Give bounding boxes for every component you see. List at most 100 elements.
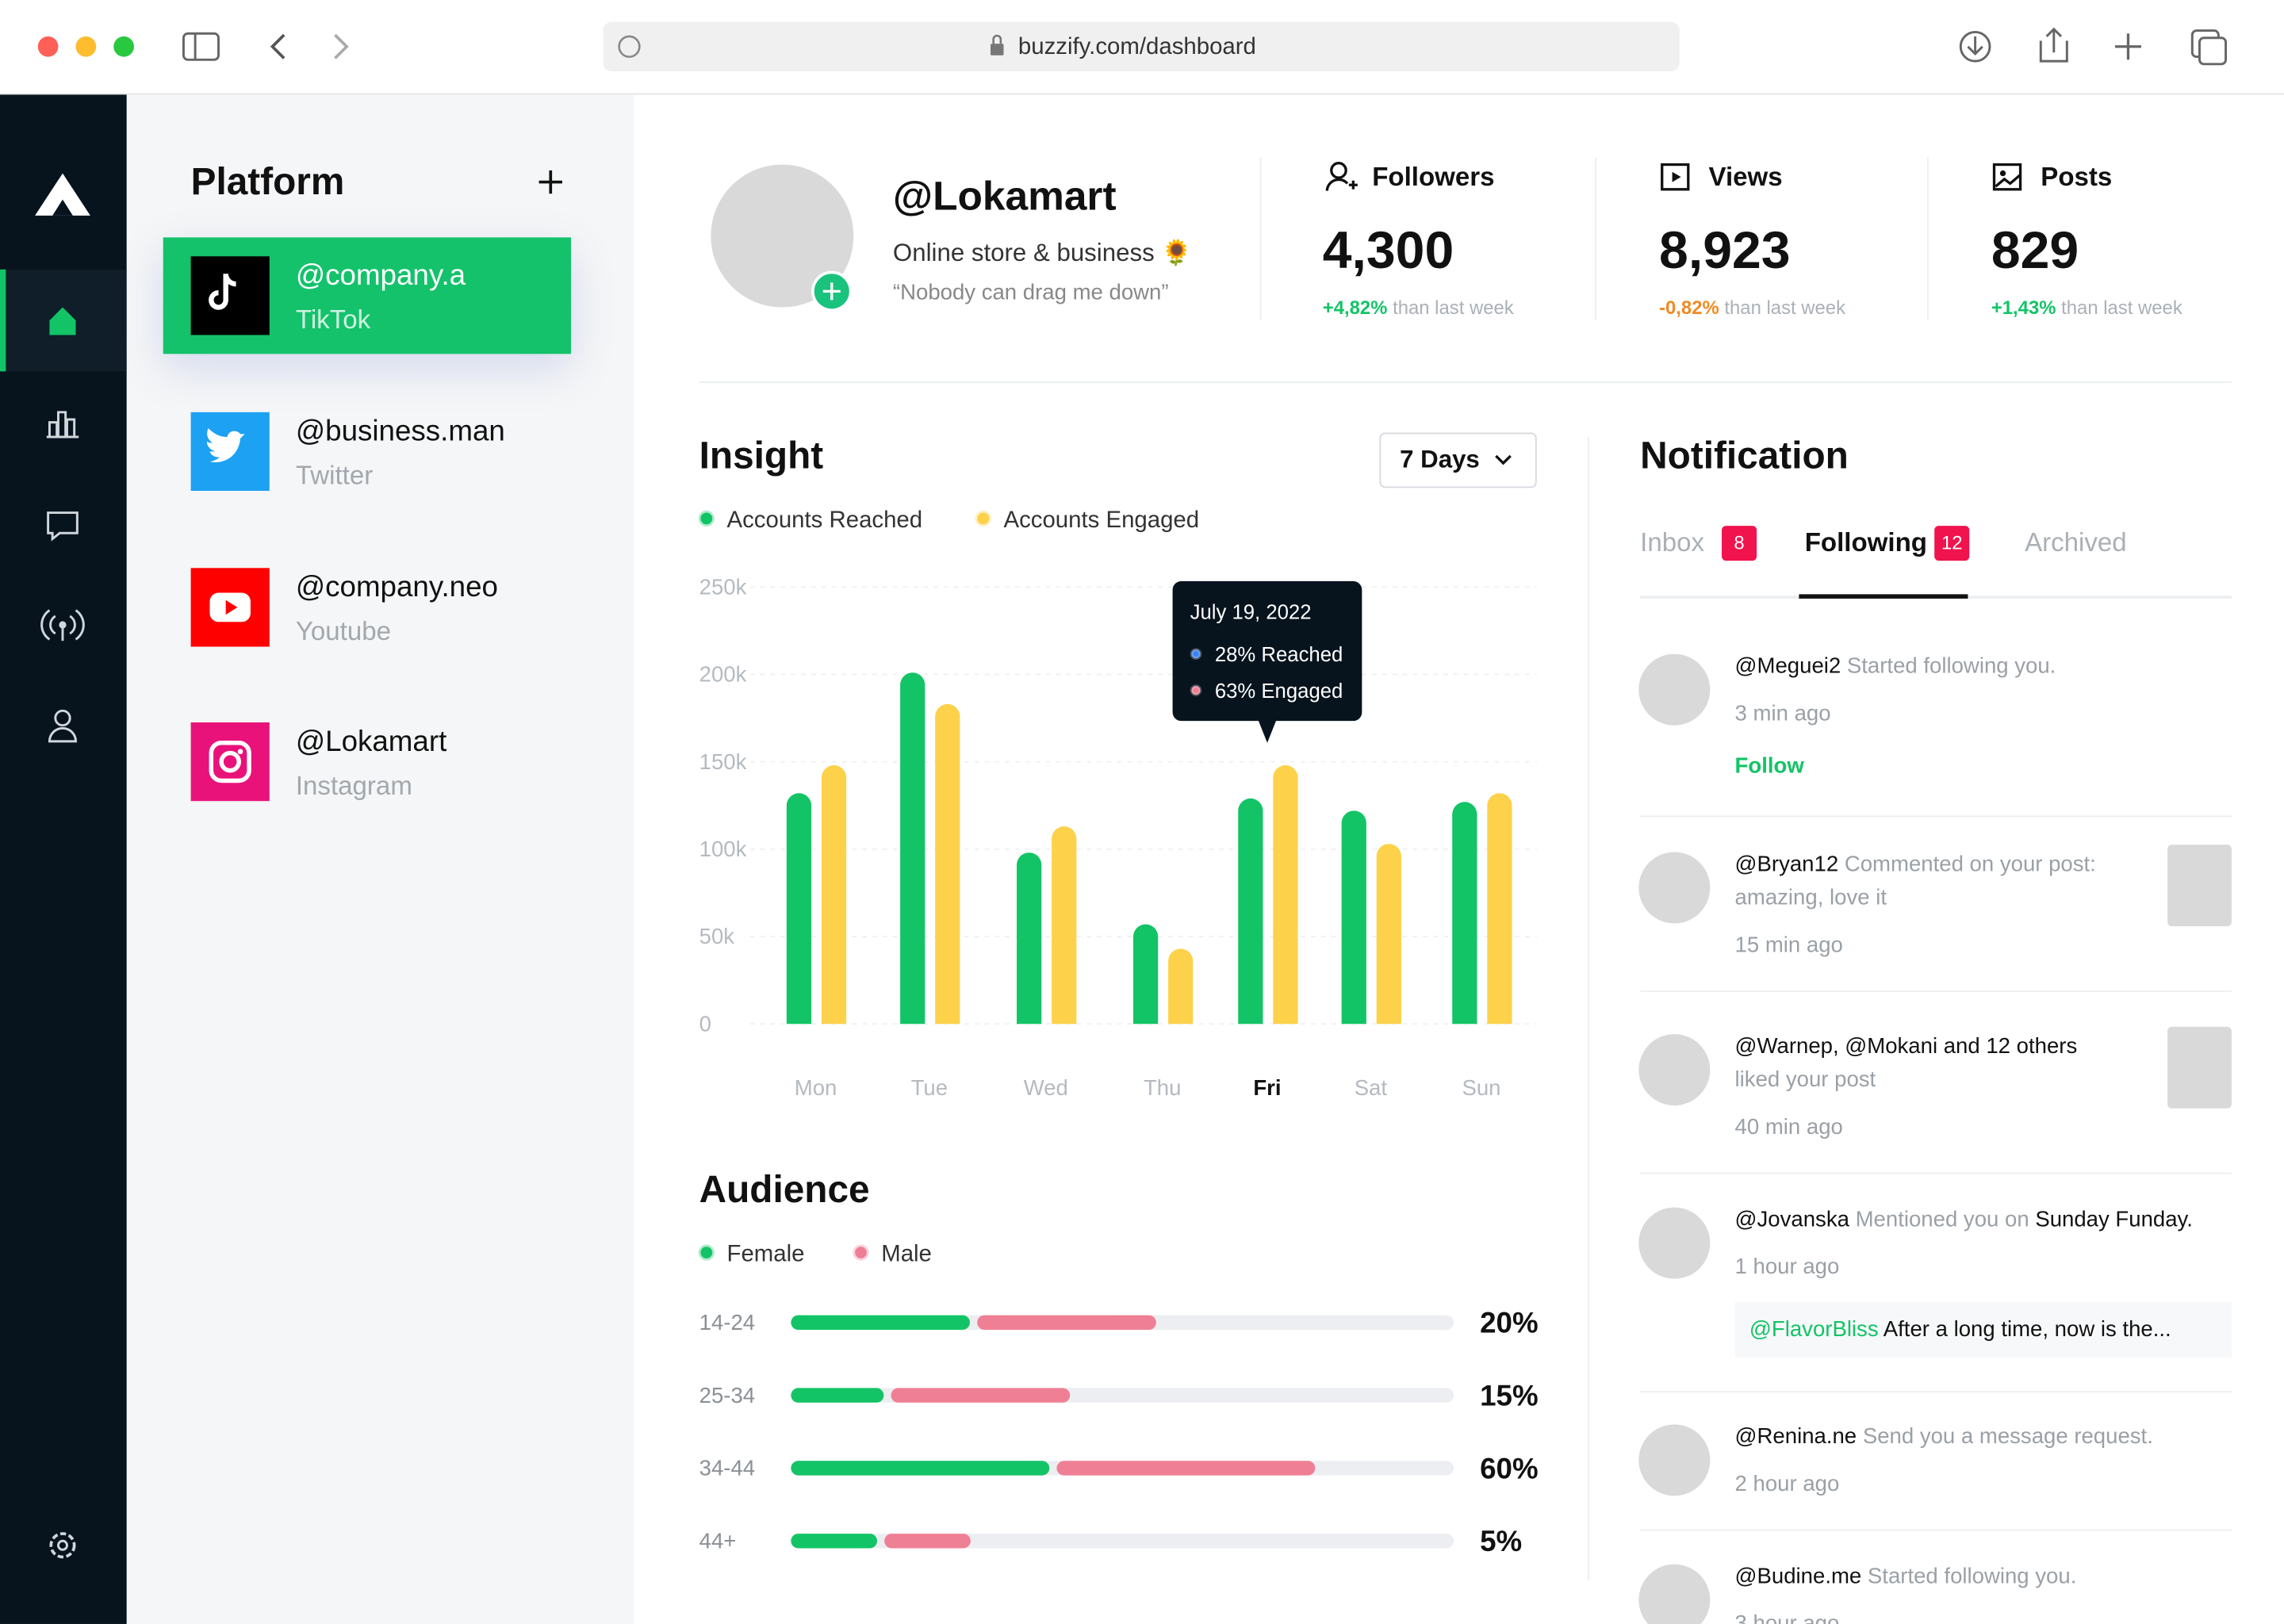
bar — [1376, 844, 1401, 1025]
account-handle[interactable]: @Lokamart — [295, 726, 447, 759]
range-dropdown[interactable] — [1379, 432, 1537, 488]
nav-icons — [0, 173, 127, 1559]
section-title: Audience — [699, 1167, 870, 1212]
change: -0,82% — [1659, 296, 1719, 319]
handle: @Bryan12 — [1734, 852, 1839, 877]
account-handle[interactable]: @company.neo — [295, 571, 498, 604]
tab[interactable]: Following — [1804, 527, 1927, 557]
time: 40 min ago — [1734, 1115, 1843, 1140]
share-label: 15% — [1480, 1379, 1539, 1411]
brand-glyph — [206, 428, 245, 462]
icon — [1992, 163, 2022, 191]
male-bar — [1056, 1461, 1316, 1476]
text-line: Commented on your post: — [1844, 852, 2096, 877]
profile-bio: Online store & business 🌻 — [892, 239, 1193, 267]
bar — [935, 703, 960, 1025]
bar — [1452, 802, 1477, 1025]
age-label: 44+ — [699, 1528, 737, 1553]
tooltip-box — [1172, 580, 1362, 743]
stat-label: Views — [1708, 162, 1783, 192]
tooltip-title: July 19, 2022 — [1190, 602, 1312, 624]
notification-text: @Jovanska Mentioned you on Sunday Funday… — [1735, 1203, 2230, 1236]
bar — [1341, 810, 1366, 1025]
profile-handle: @Lokamart — [892, 173, 1117, 219]
notification-text: @Meguei2 Started following you. — [1735, 649, 2230, 683]
notification-text: @Warnep, @Mokani and 12 others liked your… — [1735, 1030, 2150, 1097]
handle: @Renina.ne — [1734, 1424, 1857, 1450]
share-label: 20% — [1480, 1307, 1539, 1339]
tab-underline — [1799, 594, 1968, 599]
stat-change: -0,82% than last week — [1659, 297, 1845, 319]
tab[interactable]: Archived — [2025, 527, 2127, 557]
tooltip-dot — [1190, 684, 1202, 696]
divider — [699, 381, 2232, 384]
avatar — [1638, 852, 1711, 924]
stat-change: +1,43% than last week — [1991, 297, 2182, 319]
reply-handle: @FlavorBliss — [1749, 1317, 1879, 1342]
section-title: Insight — [699, 433, 824, 477]
change-note: than last week — [2061, 296, 2182, 319]
text-line: Send you a message request. — [1862, 1424, 2153, 1450]
tooltip-line: 28% Reached — [1215, 644, 1343, 666]
stat-icon — [1659, 160, 1694, 195]
account-icon — [190, 568, 270, 647]
avatar — [1638, 1564, 1711, 1624]
account-icon — [190, 256, 270, 335]
account-icon — [190, 412, 270, 491]
legend-label: Male — [881, 1241, 932, 1267]
divider — [1259, 157, 1262, 321]
x-tick-label: Thu — [1144, 1075, 1181, 1100]
tab-badge: 12 — [1934, 526, 1970, 561]
stat-icon — [1325, 160, 1360, 195]
y-tick-label: 150k — [699, 749, 747, 774]
range-label[interactable]: 7 Days — [1400, 446, 1480, 473]
bar — [1487, 793, 1512, 1025]
bar — [1168, 948, 1194, 1025]
age-label: 34-44 — [699, 1456, 755, 1480]
male-bar — [884, 1534, 971, 1549]
text-line: Started following you. — [1867, 1564, 2077, 1589]
panel-title: Platform — [190, 159, 345, 204]
account-handle[interactable]: @company.a — [295, 259, 466, 293]
account-network: Twitter — [295, 461, 374, 491]
separator — [1640, 1529, 2232, 1531]
handle: @Jovanska — [1734, 1207, 1849, 1232]
legend-dot — [975, 510, 991, 527]
y-tick-label: 0 — [699, 1011, 711, 1036]
account-handle[interactable]: @business.man — [295, 416, 505, 448]
stat-icon — [1991, 160, 2026, 195]
time: 1 hour ago — [1734, 1254, 1840, 1280]
share-label: 60% — [1480, 1452, 1539, 1484]
thumbnail — [2167, 1026, 2232, 1109]
time: 2 hour ago — [1734, 1472, 1840, 1497]
notification-text: @Renina.ne Send you a message request. — [1735, 1420, 2230, 1454]
bar — [821, 765, 847, 1025]
tooltip-line: 63% Engaged — [1215, 680, 1343, 703]
change: +4,82% — [1322, 296, 1388, 319]
follow-button[interactable]: Follow — [1734, 753, 1804, 779]
legend-dot — [698, 1244, 715, 1261]
time: 15 min ago — [1734, 933, 1843, 958]
y-tick-label: 200k — [699, 662, 747, 687]
tab[interactable]: Inbox — [1640, 527, 1705, 557]
add-button[interactable] — [533, 165, 568, 200]
thumbnail — [2167, 845, 2232, 927]
y-tick-label: 50k — [699, 924, 735, 948]
track — [791, 1388, 1454, 1403]
text-line: Started following you. — [1846, 653, 2056, 679]
time: 3 min ago — [1734, 701, 1831, 726]
legend-dot — [698, 510, 715, 527]
icon — [1325, 162, 1358, 191]
account-network: Youtube — [295, 616, 392, 646]
share-label: 5% — [1480, 1525, 1522, 1557]
section-title: Notification — [1640, 433, 1849, 477]
bar — [1017, 852, 1042, 1025]
change-note: than last week — [1724, 296, 1846, 319]
legend-dot — [853, 1244, 869, 1261]
bar — [1273, 765, 1298, 1025]
divider — [1588, 437, 1589, 1580]
reply: @FlavorBliss After a long time, now is t… — [1749, 1317, 2171, 1342]
x-tick-label: Wed — [1024, 1075, 1068, 1100]
y-tick-label: 100k — [699, 837, 747, 861]
url[interactable]: buzzify.com/dashboard — [1017, 35, 1256, 60]
